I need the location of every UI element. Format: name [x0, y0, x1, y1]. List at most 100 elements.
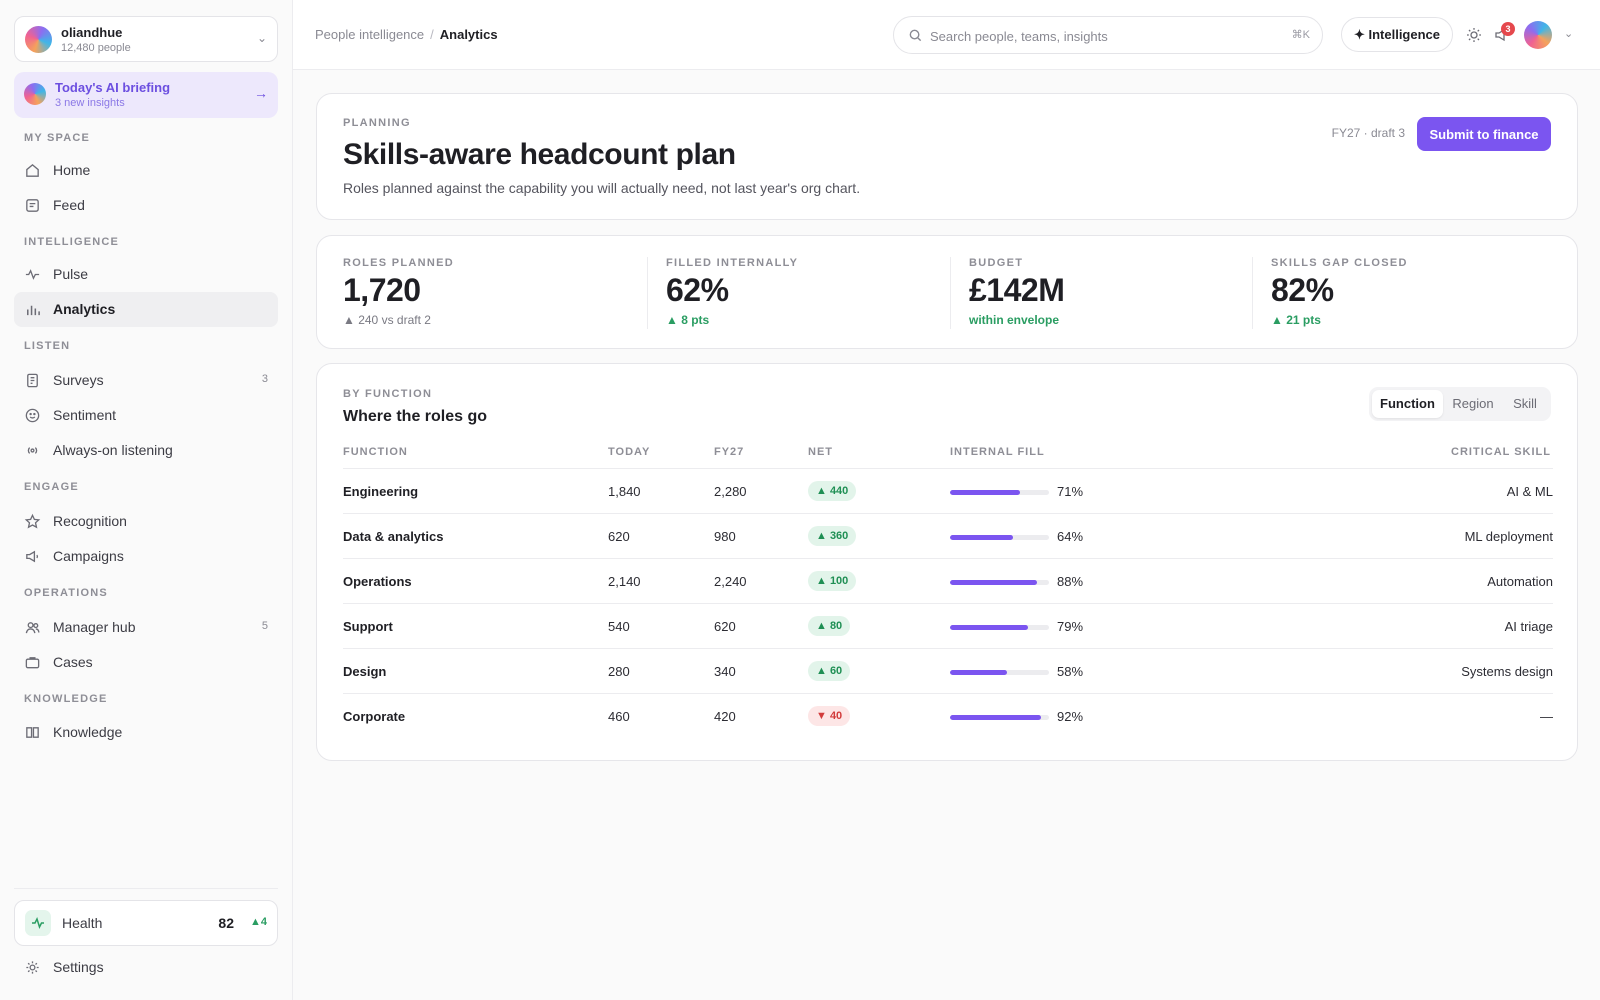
search-input[interactable]: [930, 26, 1270, 46]
feed-icon: [26, 199, 39, 212]
grouping-segmented-control: Function Region Skill: [1369, 387, 1551, 421]
health-widget[interactable]: Health 82 ▲4: [14, 900, 278, 946]
internal-fill-percent: 88%: [1057, 574, 1084, 589]
ai-briefing-card[interactable]: Today's AI briefing 3 new insights →: [14, 72, 278, 118]
sidebar-item-knowledge[interactable]: Knowledge: [14, 715, 278, 750]
chevron-down-icon: ⌄: [256, 31, 267, 45]
health-pulse-icon: [25, 910, 51, 936]
column-header-function: FUNCTION: [343, 446, 408, 458]
sidebar-item-always-on-listening[interactable]: Always-on listening: [14, 433, 278, 468]
net-change-badge: ▲ 80: [808, 616, 851, 636]
sidebar-item-surveys[interactable]: Surveys 3: [14, 363, 278, 398]
kpi-card: ROLES PLANNED 1,720 ▲ 240 vs draft 2 FIL…: [316, 235, 1578, 349]
breadcrumb-separator: /: [430, 27, 434, 42]
internal-fill-bar-fill: [950, 535, 1014, 540]
search-bar[interactable]: ⌘K: [893, 16, 1323, 54]
internal-fill-percent: 79%: [1057, 619, 1084, 634]
org-switcher[interactable]: oliandhue 12,480 people ⌄: [14, 16, 278, 62]
sidebar-divider: [14, 888, 278, 889]
table-row[interactable]: Design 280 340 ▲ 60 58% Systems design: [343, 648, 1553, 693]
intelligence-button[interactable]: ✦ Intelligence: [1341, 17, 1453, 52]
org-logo: [25, 26, 52, 53]
critical-skill: Automation: [1487, 574, 1553, 589]
kpi-label: BUDGET: [969, 257, 1024, 269]
home-icon: [26, 163, 39, 177]
sun-icon[interactable]: [1465, 26, 1483, 44]
table-row[interactable]: Engineering 1,840 2,280 ▲ 440 71% AI & ML: [343, 468, 1553, 513]
today-count: 540: [608, 619, 630, 634]
avatar[interactable]: [1524, 21, 1552, 49]
breadcrumb-parent[interactable]: People intelligence: [315, 27, 425, 42]
table-row[interactable]: Support 540 620 ▲ 80 79% AI triage: [343, 603, 1553, 648]
megaphone-notification-icon[interactable]: [1493, 26, 1511, 44]
today-count: 460: [608, 709, 630, 724]
internal-fill-percent: 58%: [1057, 664, 1084, 679]
submit-to-finance-button[interactable]: Submit to finance: [1417, 117, 1551, 151]
kpi-delta: ▲ 8 pts: [666, 313, 710, 327]
plan-eyebrow: PLANNING: [343, 117, 411, 129]
fy27-count: 420: [714, 709, 736, 724]
kpi-delta: ▲ 21 pts: [1271, 313, 1321, 327]
sidebar-item-analytics[interactable]: Analytics: [14, 292, 278, 327]
net-change-badge: ▼ 40: [808, 706, 851, 726]
segment-skill[interactable]: Skill: [1513, 396, 1537, 411]
internal-fill-bar: [950, 490, 1049, 495]
segment-function[interactable]: Function: [1372, 390, 1443, 418]
sidebar-item-home[interactable]: Home: [14, 153, 278, 188]
sidebar-item-recognition[interactable]: Recognition: [14, 504, 278, 539]
breadcrumb: People intelligence / Analytics: [315, 27, 498, 42]
table-row[interactable]: Operations 2,140 2,240 ▲ 100 88% Automation: [343, 558, 1553, 603]
people-icon: [25, 622, 40, 634]
sidebar-item-feed[interactable]: Feed: [14, 188, 278, 223]
kpi-filled-internally: FILLED INTERNALLY 62% ▲ 8 pts: [666, 236, 968, 350]
column-header-net: NET: [808, 446, 833, 458]
sidebar-item-label: Surveys: [53, 372, 104, 388]
manager-hub-count: 5: [261, 620, 268, 632]
page-description: Roles planned against the capability you…: [343, 180, 861, 196]
internal-fill-bar: [950, 580, 1049, 585]
kpi-delta: within envelope: [969, 313, 1060, 327]
sidebar-item-cases[interactable]: Cases: [14, 645, 278, 680]
table-row[interactable]: Corporate 460 420 ▼ 40 92% —: [343, 693, 1553, 738]
arrow-right-icon: →: [254, 85, 268, 101]
org-name: oliandhue: [61, 25, 123, 40]
sidebar-item-campaigns[interactable]: Campaigns: [14, 539, 278, 574]
sidebar-item-pulse[interactable]: Pulse: [14, 257, 278, 292]
today-count: 620: [608, 529, 630, 544]
internal-fill-percent: 64%: [1057, 529, 1084, 544]
page-title: Skills-aware headcount plan: [343, 138, 736, 171]
surveys-count: 3: [261, 373, 268, 385]
analytics-icon: [27, 305, 40, 316]
section-label-operations: OPERATIONS: [24, 587, 108, 599]
kpi-label: SKILLS GAP CLOSED: [1271, 257, 1408, 269]
today-count: 280: [608, 664, 630, 679]
kpi-value: £142M: [969, 272, 1065, 308]
column-header-today: TODAY: [608, 446, 651, 458]
sidebar-item-sentiment[interactable]: Sentiment: [14, 398, 278, 433]
sidebar-item-manager-hub[interactable]: Manager hub 5: [14, 610, 278, 645]
roles-by-function-card: BY FUNCTION Where the roles go Function …: [316, 363, 1578, 761]
chevron-down-icon[interactable]: ⌄: [1564, 28, 1574, 40]
sidebar-item-label: Knowledge: [53, 724, 123, 740]
sidebar-item-label: Settings: [53, 959, 104, 975]
function-name: Support: [343, 619, 393, 634]
section-label-my-space: MY SPACE: [24, 132, 91, 144]
broadcast-icon: [27, 447, 38, 454]
fy27-count: 2,280: [714, 484, 747, 499]
critical-skill: ML deployment: [1464, 529, 1553, 544]
section-label-intelligence: INTELLIGENCE: [24, 236, 120, 248]
internal-fill-bar-fill: [950, 625, 1029, 630]
today-count: 2,140: [608, 574, 641, 589]
kpi-value: 82%: [1271, 272, 1334, 308]
table-row[interactable]: Data & analytics 620 980 ▲ 360 64% ML deploym…: [343, 513, 1553, 558]
segment-region[interactable]: Region: [1452, 396, 1494, 411]
kpi-divider: [1252, 257, 1253, 329]
internal-fill-bar-fill: [950, 670, 1008, 675]
kpi-delta: ▲ 240 vs draft 2: [343, 313, 431, 327]
sidebar-item-settings[interactable]: Settings: [14, 950, 278, 985]
fy27-count: 980: [714, 529, 736, 544]
function-name: Design: [343, 664, 387, 679]
breadcrumb-current: Analytics: [439, 27, 498, 42]
kpi-divider: [950, 257, 951, 329]
internal-fill-bar: [950, 535, 1049, 540]
